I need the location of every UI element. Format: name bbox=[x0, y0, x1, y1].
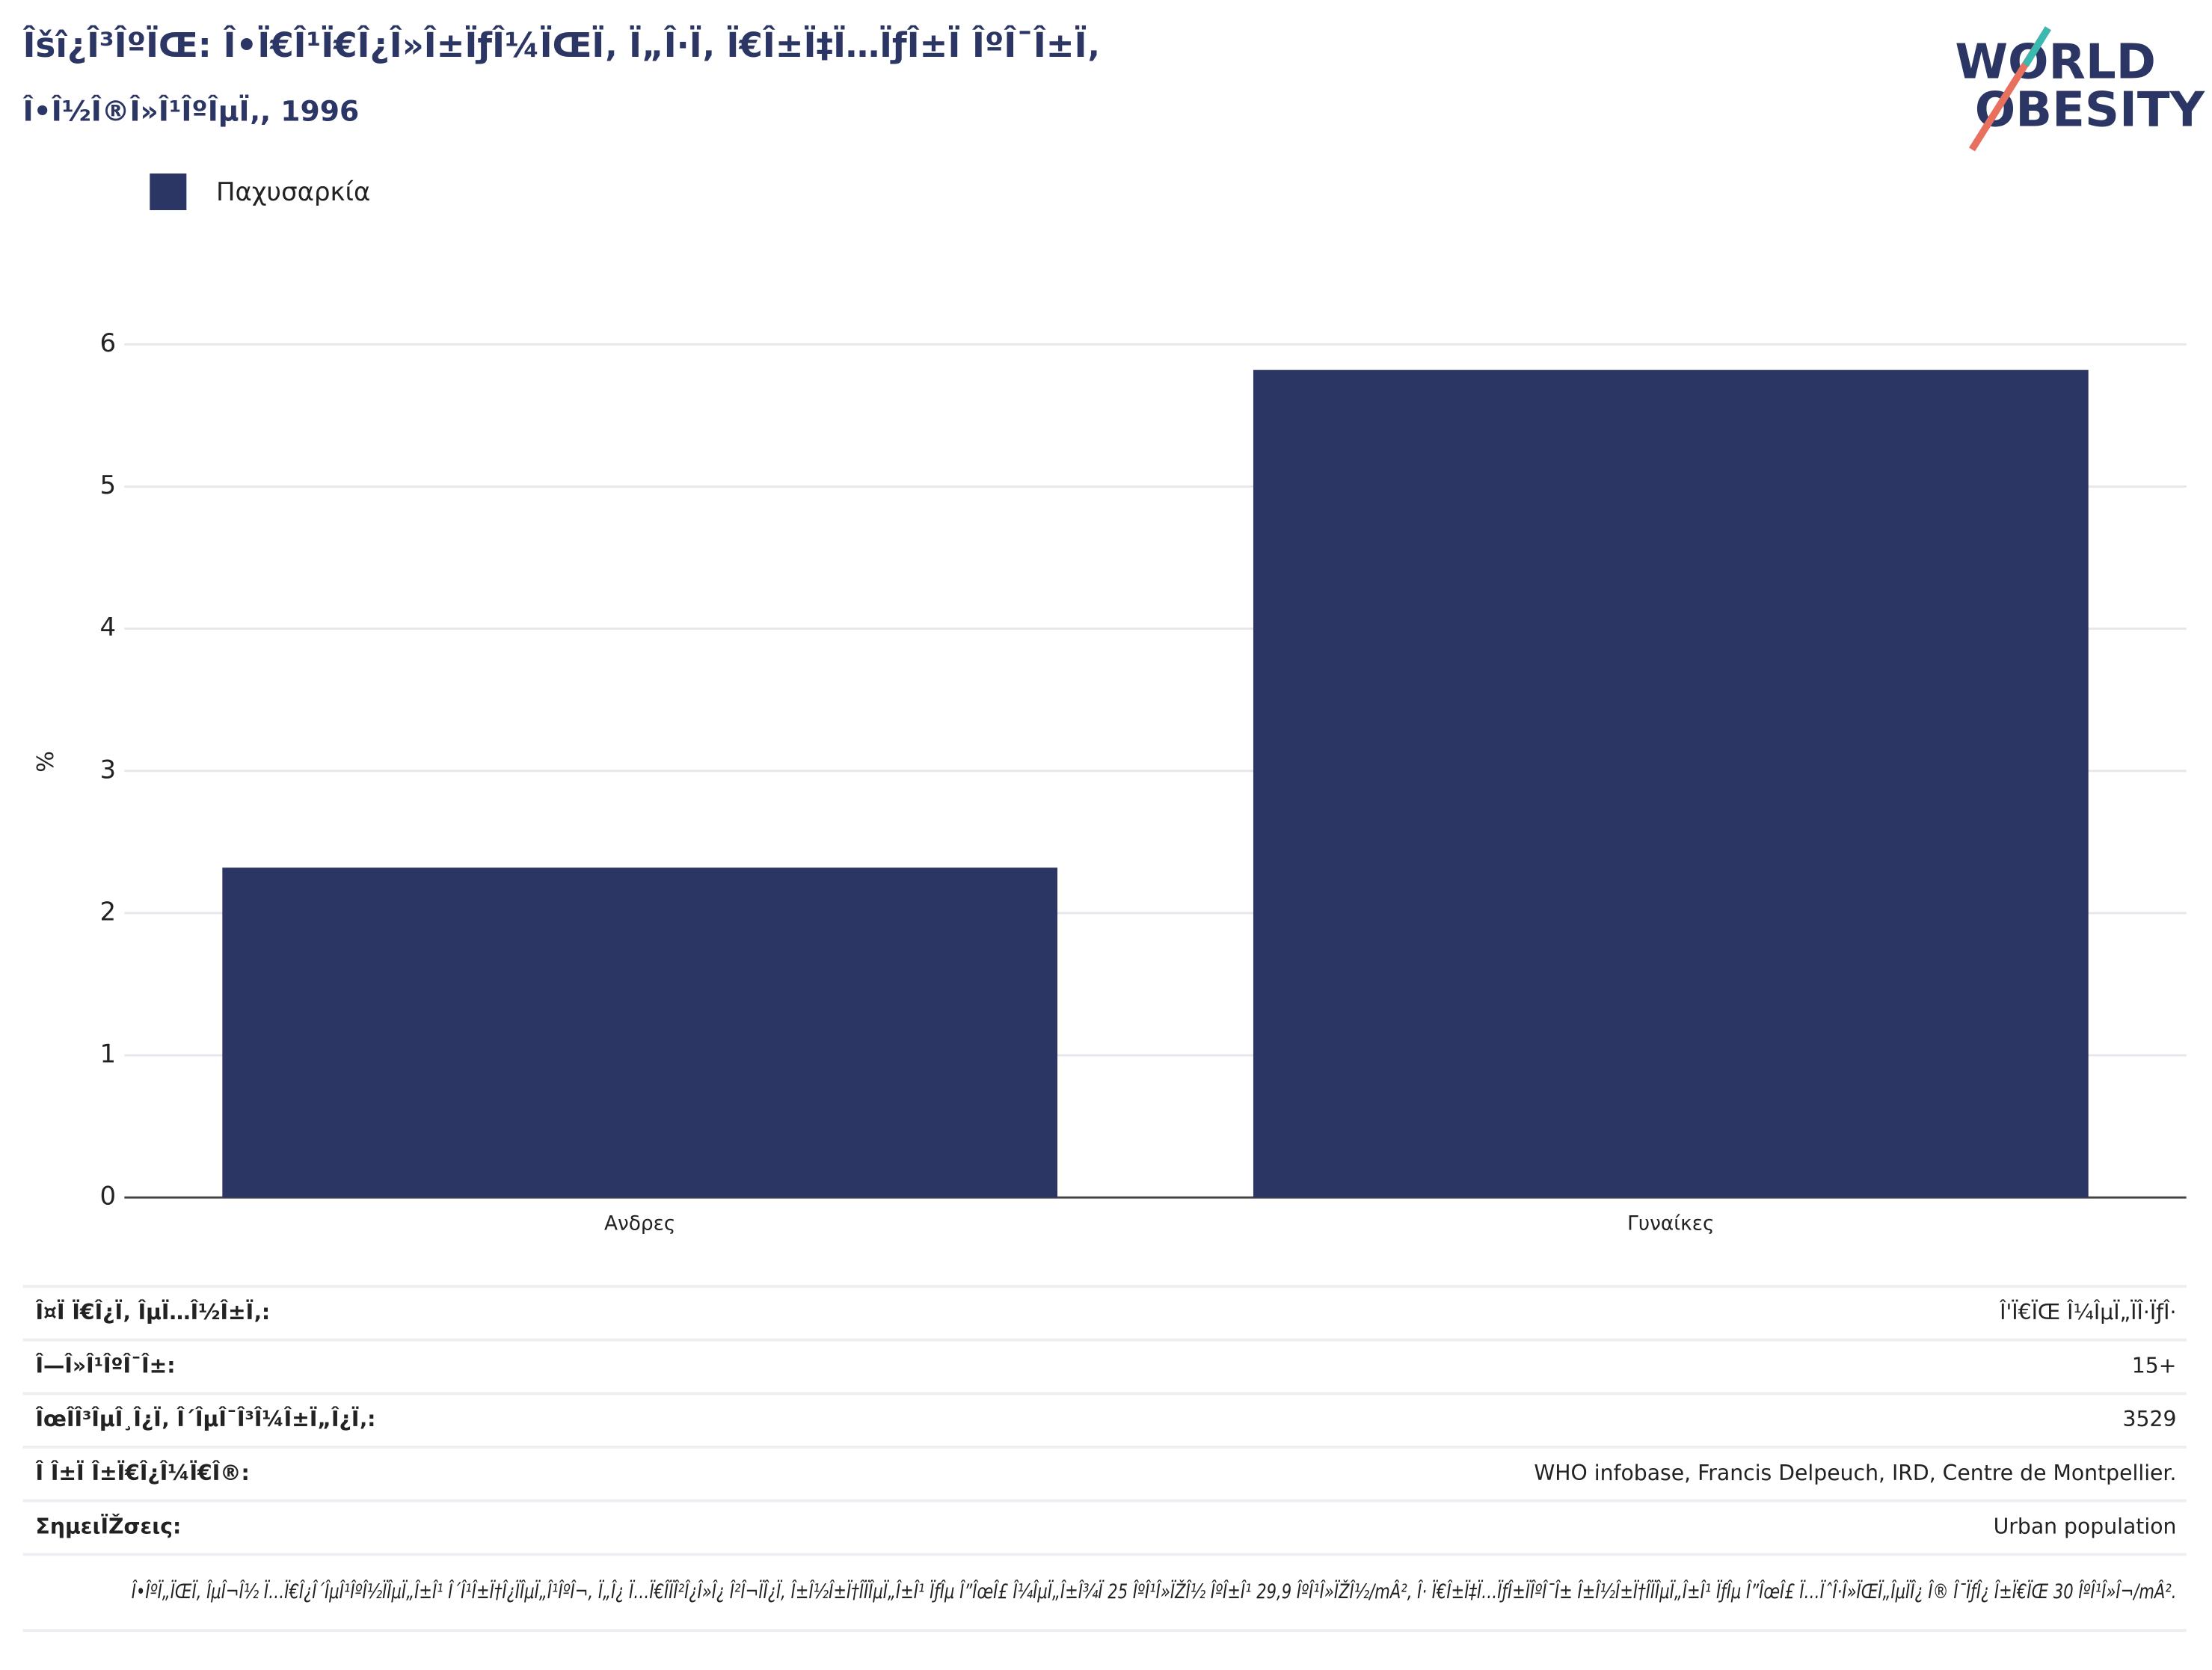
table-label: ÎœÎ­Î³ÎµÎ¸Î¿Ï‚ Î´ÎµÎ¯Î³Î¼Î±Ï„Î¿Ï‚: bbox=[36, 1406, 376, 1431]
x-tick-label: Γυναίκες bbox=[1627, 1212, 1714, 1235]
table-value: Urban population bbox=[1994, 1514, 2177, 1539]
legend-swatch bbox=[150, 173, 187, 211]
y-tick-label: 4 bbox=[99, 613, 116, 642]
table-label: Î—Î»Î¹ÎºÎ¯Î±: bbox=[36, 1353, 176, 1378]
y-tick-label: 6 bbox=[99, 328, 116, 358]
y-tick-label: 5 bbox=[99, 470, 116, 500]
table-label: Î Î±Ï Î±Ï€Î¿Î¼Ï€Î®: bbox=[36, 1460, 250, 1485]
logo-slash bbox=[2022, 26, 2051, 67]
bar bbox=[222, 868, 1058, 1198]
table-label: ΣημειÏŽσεις: bbox=[36, 1514, 182, 1539]
x-tick-label: Ανδρες bbox=[604, 1212, 675, 1235]
table-value: WHO infobase, Francis Delpeuch, IRD, Cen… bbox=[1534, 1461, 2176, 1485]
bar bbox=[1253, 369, 2089, 1198]
table-value: 15+ bbox=[2132, 1354, 2177, 1378]
table-value: 3529 bbox=[2123, 1407, 2177, 1431]
y-tick-label: 3 bbox=[99, 755, 116, 785]
y-axis-label: % bbox=[33, 751, 59, 773]
legend-label: Παχυσαρκία bbox=[216, 177, 370, 207]
table-note: Î•ÎºÏ„ÏŒÏ‚ ÎµÎ¬Î½ Ï…Ï€Î¿Î´ÎµÎ¹ÎºÎ½ÏÎµÏ„Î… bbox=[132, 1580, 2177, 1603]
logo-text: WORLD bbox=[1955, 34, 2156, 90]
y-tick-label: 1 bbox=[99, 1040, 116, 1069]
y-tick-label: 0 bbox=[99, 1182, 116, 1212]
chart-subtitle: Î•Î½Î®Î»Î¹ÎºÎµÏ‚, 1996 bbox=[23, 94, 360, 127]
y-tick-label: 2 bbox=[99, 897, 116, 927]
logo-text: OBESITY bbox=[1975, 82, 2206, 138]
table-value: Î'Ï€ÏŒ Î¼ÎµÏ„ÏÎ·ÏƒÎ· bbox=[1999, 1299, 2176, 1324]
chart-title: Îšî¿Î³ÎºÏŒ: Î•Ï€Î¹Ï€Î¿Î»Î±ÏƒÎ¼ÏŒÏ‚ Ï„Î·Ï… bbox=[23, 25, 1100, 65]
table-label: Î¤Ï Ï€Î¿Ï‚ ÎµÏ…Î½Î±Ï‚: bbox=[36, 1299, 271, 1324]
